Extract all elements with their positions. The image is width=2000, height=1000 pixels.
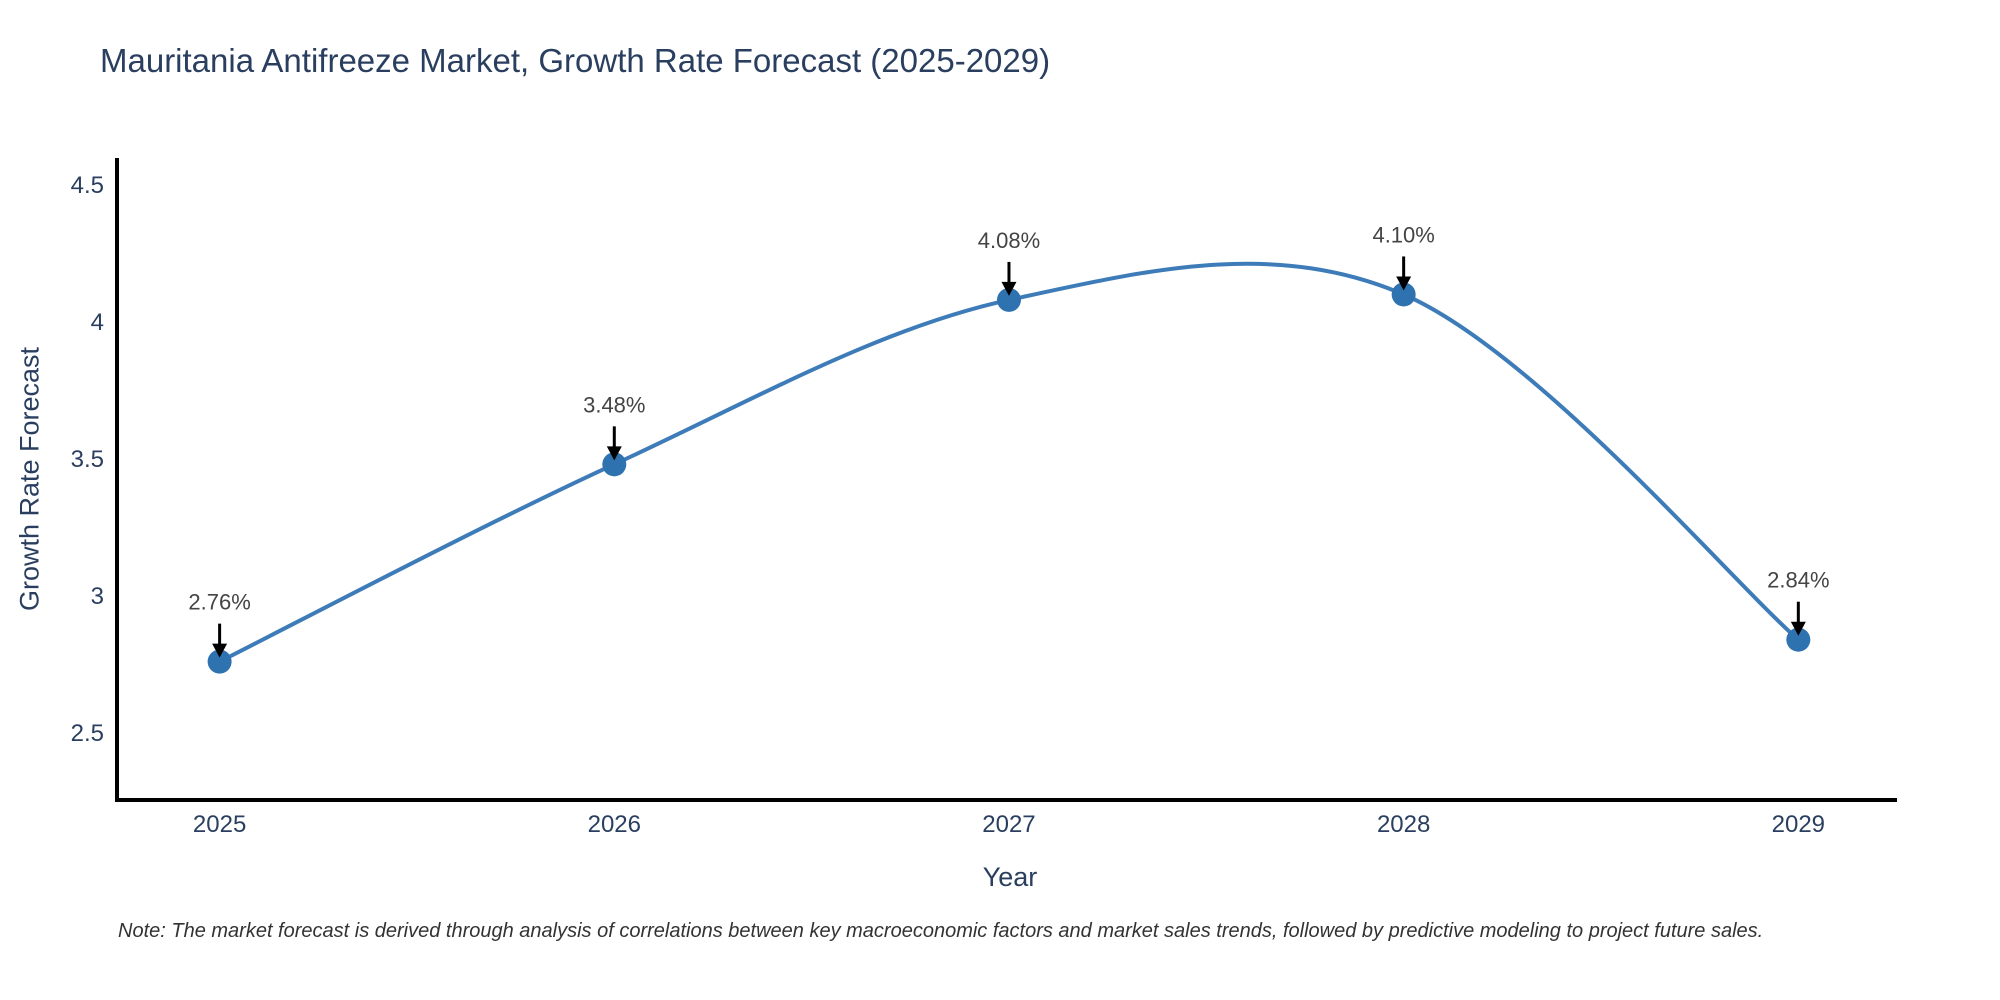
data-point-marker bbox=[996, 287, 1021, 312]
annotation-label: 2.84% bbox=[1767, 568, 1829, 593]
annotation-arrowhead bbox=[1790, 621, 1806, 636]
chart-title: Mauritania Antifreeze Market, Growth Rat… bbox=[100, 42, 1051, 79]
annotation-label: 4.10% bbox=[1372, 222, 1434, 247]
annotation-arrowhead bbox=[212, 643, 228, 658]
data-point-marker bbox=[602, 452, 627, 477]
y-tick-label: 3 bbox=[91, 583, 104, 610]
y-tick-label: 3.5 bbox=[71, 446, 104, 473]
data-point-marker bbox=[1391, 282, 1416, 307]
annotation-label: 4.08% bbox=[978, 228, 1040, 253]
y-tick-label: 2.5 bbox=[71, 720, 104, 747]
footnote: Note: The market forecast is derived thr… bbox=[118, 920, 1764, 942]
data-point-marker bbox=[207, 649, 232, 674]
data-point-marker bbox=[1786, 627, 1811, 652]
x-tick-label: 2027 bbox=[982, 811, 1035, 838]
y-tick-label: 4 bbox=[91, 309, 104, 336]
annotation-arrowhead bbox=[606, 446, 622, 461]
annotation-label: 2.76% bbox=[188, 590, 250, 615]
annotation-arrowhead bbox=[1001, 281, 1017, 296]
annotation-arrowhead bbox=[1396, 276, 1412, 291]
x-axis-title: Year bbox=[982, 862, 1038, 892]
y-tick-label: 4.5 bbox=[71, 172, 104, 199]
x-tick-label: 2025 bbox=[193, 811, 246, 838]
x-tick-label: 2026 bbox=[588, 811, 641, 838]
x-tick-label: 2028 bbox=[1377, 811, 1430, 838]
annotation-label: 3.48% bbox=[583, 392, 645, 417]
forecast-line bbox=[217, 261, 1801, 664]
x-tick-label: 2029 bbox=[1772, 811, 1825, 838]
